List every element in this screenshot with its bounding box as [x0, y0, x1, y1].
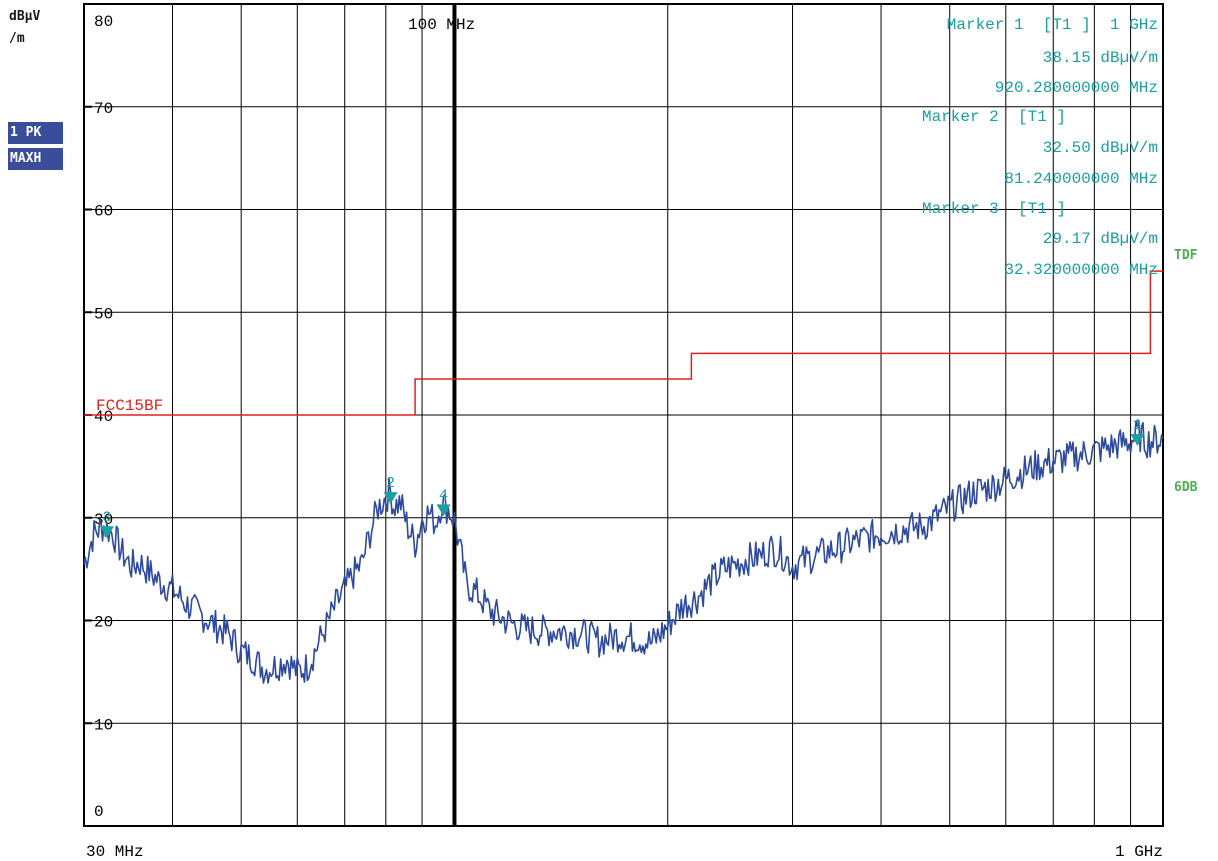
- trace: [83, 420, 1164, 684]
- y-unit-top: dBµV: [9, 9, 41, 24]
- limit-line-fcc15bf: [84, 270, 1163, 416]
- markers: 1 2 3 4: [99, 417, 1145, 539]
- marker-3-freq: 32.320000000 MHz: [1004, 261, 1158, 279]
- marker-2-triangle: [383, 492, 398, 505]
- marker-3-level: 29.17 dBµV/m: [1043, 230, 1158, 248]
- y-tick-label: 60: [94, 203, 113, 221]
- y-tick-label: 40: [94, 408, 113, 426]
- marker-4-triangle: [436, 504, 451, 517]
- marker-3-title: Marker 3 [T1 ]: [922, 200, 1066, 218]
- y-tick-label: 80: [94, 13, 113, 31]
- marker-1-number: 1: [1133, 417, 1142, 434]
- marker-1-freq: 920.280000000 MHz: [995, 79, 1158, 97]
- trace-1-line: [83, 420, 1164, 684]
- marker-2-title: Marker 2 [T1 ]: [922, 108, 1066, 126]
- marker-3-number: 3: [102, 509, 111, 526]
- marker-3-triangle: [99, 526, 114, 539]
- y-tick-label: 10: [94, 716, 113, 734]
- marker-1-title: Marker 1 [T1 ] 1 GHz: [947, 16, 1158, 34]
- tdf-label: TDF: [1174, 248, 1198, 263]
- marker-2-number: 2: [386, 475, 395, 492]
- y-tick-label: 20: [94, 614, 113, 632]
- y-tick-label: 70: [94, 100, 113, 118]
- y-unit-bottom: /m: [9, 31, 25, 46]
- marker-2-level: 32.50 dBµV/m: [1043, 139, 1158, 157]
- annotations: 100 MHz FCC15BF 30 MHz 1 GHz Marker 1 [T…: [86, 16, 1163, 861]
- x-stop-label: 1 GHz: [1115, 843, 1163, 861]
- trace-detector-badge: 1 PK: [8, 122, 63, 144]
- 6db-label: 6DB: [1174, 480, 1198, 495]
- marker-1-level: 38.15 dBµV/m: [1043, 49, 1158, 67]
- trace-mode-badge: MAXH: [8, 148, 63, 170]
- x-start-label: 30 MHz: [86, 843, 144, 861]
- y-unit-label: dBµV /m: [9, 6, 40, 50]
- marker-4-number: 4: [439, 487, 448, 504]
- marker-1-triangle: [1130, 434, 1145, 447]
- y-tick-label: 0: [94, 803, 104, 821]
- limit-line: [84, 270, 1163, 416]
- center-ref-label: 100 MHz: [408, 16, 475, 34]
- limit-line-label: FCC15BF: [96, 397, 163, 415]
- y-tick-label: 50: [94, 305, 113, 323]
- marker-2-freq: 81.240000000 MHz: [1004, 170, 1158, 188]
